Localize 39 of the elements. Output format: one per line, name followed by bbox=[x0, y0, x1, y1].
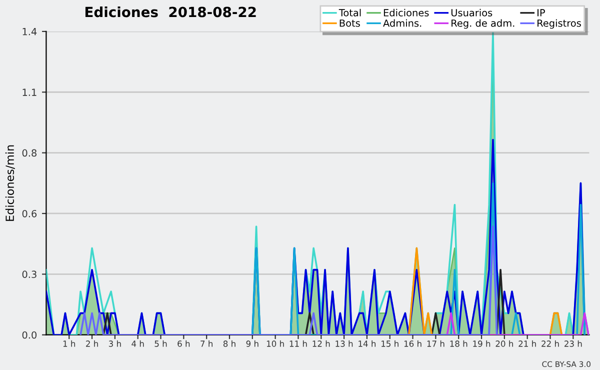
x-tick-label: 1 h bbox=[63, 340, 76, 347]
y-tick-label: 0.6 bbox=[22, 210, 37, 218]
x-tick-label: 20 h bbox=[496, 340, 513, 347]
x-tick-label: 23 h bbox=[564, 340, 582, 347]
x-tick-label: 22 h bbox=[542, 340, 559, 347]
x-tick-label: 7 h bbox=[200, 340, 212, 347]
x-tick-label: 16 h bbox=[404, 340, 422, 347]
x-tick-label: 21 h bbox=[518, 340, 536, 347]
y-tick-label: 1.1 bbox=[22, 88, 36, 96]
legend-label: Usuarios bbox=[451, 8, 492, 16]
legend-label: Ediciones bbox=[384, 8, 429, 16]
x-tick-label: 9 h bbox=[246, 340, 258, 347]
x-tick-label: 12 h bbox=[312, 340, 330, 347]
x-tick-label: 15 h bbox=[382, 340, 398, 347]
y-tick-label: 0.8 bbox=[22, 149, 37, 157]
x-tick-label: 17 h bbox=[427, 340, 444, 347]
x-tick-label: 5 h bbox=[154, 340, 167, 347]
x-tick-label: 4 h bbox=[132, 340, 144, 347]
y-tick-label: 0.3 bbox=[22, 270, 36, 278]
x-tick-label: 6 h bbox=[178, 340, 190, 347]
legend-label: Reg. de adm. bbox=[452, 19, 514, 29]
x-tick-label: 19 h bbox=[473, 340, 490, 347]
y-tick-label: 1.4 bbox=[22, 28, 37, 36]
y-tick-label: 0.0 bbox=[22, 331, 37, 339]
x-tick-label: 13 h bbox=[336, 340, 353, 347]
legend-label: Total bbox=[338, 8, 361, 16]
legend-label: Bots bbox=[340, 20, 360, 27]
legend-label: IP bbox=[538, 9, 545, 16]
x-tick-label: 2 h bbox=[86, 340, 98, 347]
x-tick-label: 11 h bbox=[290, 340, 307, 347]
y-axis-title: Ediciones/min bbox=[5, 145, 15, 221]
legend-label: Registros bbox=[538, 19, 581, 29]
x-tick-label: 14 h bbox=[358, 340, 376, 347]
x-tick-label: 10 h bbox=[266, 340, 284, 347]
x-tick-label: 8 h bbox=[223, 340, 236, 347]
x-tick-label: 18 h bbox=[450, 340, 468, 347]
legend-label: Admins. bbox=[383, 19, 422, 27]
chart-title: Ediciones 2018-08-22 bbox=[85, 6, 256, 18]
x-tick-label: 3 h bbox=[108, 340, 121, 347]
